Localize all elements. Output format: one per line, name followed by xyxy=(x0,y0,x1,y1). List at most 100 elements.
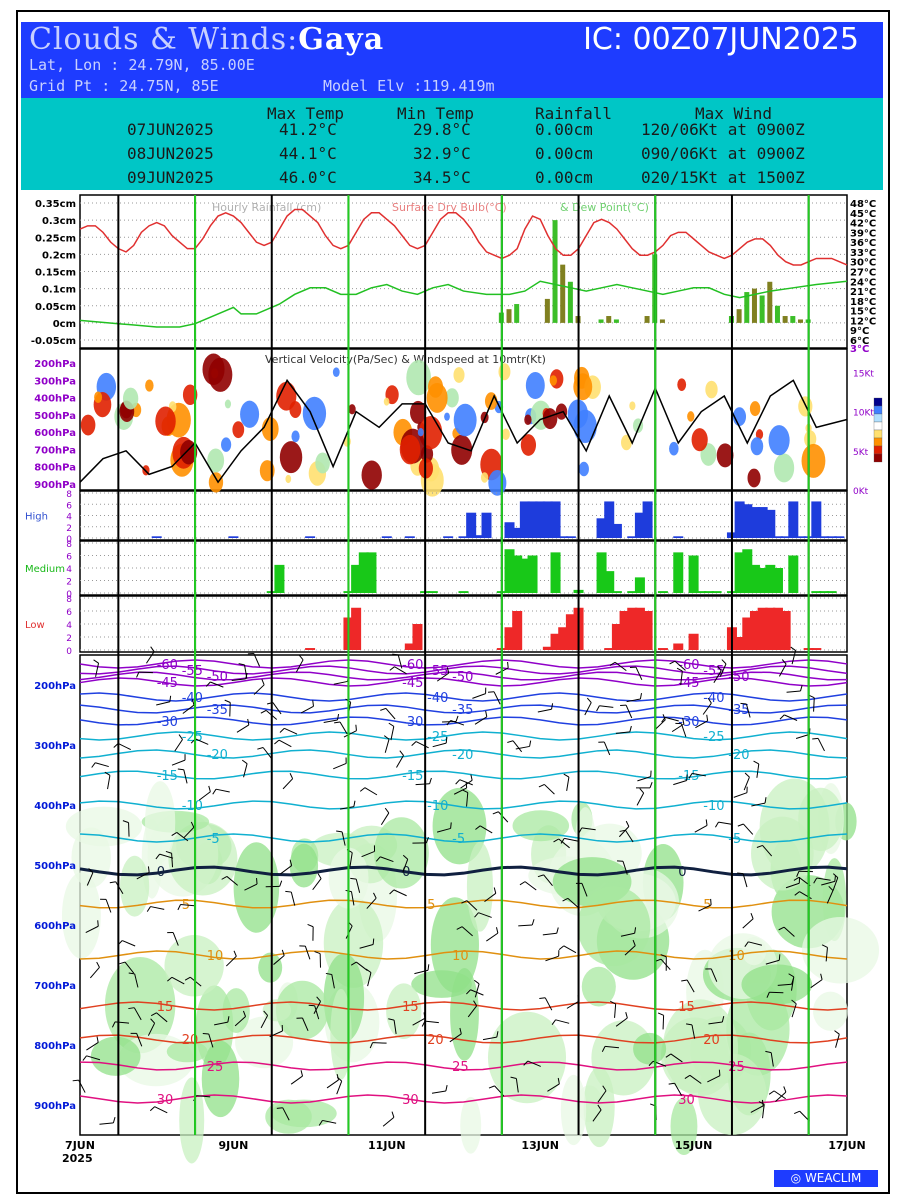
rain-bar xyxy=(774,305,780,323)
high-cloud-bar xyxy=(542,501,553,538)
pressure-tick: 800hPa xyxy=(34,1041,76,1052)
wind-barb xyxy=(234,1016,246,1027)
vv-cell xyxy=(145,379,154,392)
high-cloud-bar xyxy=(826,536,837,538)
wind-barb xyxy=(686,979,695,993)
humidity-patch xyxy=(813,991,848,1031)
wind-barb xyxy=(674,660,686,671)
vv-cell xyxy=(484,392,498,410)
wind-barb-flag xyxy=(257,747,264,750)
rain-axis-tick: 0.25cm xyxy=(35,233,76,244)
wind-barb-flag xyxy=(190,821,195,828)
wind-barb xyxy=(654,719,666,730)
medium-cloud-bar xyxy=(274,564,285,593)
low-cloud-bar xyxy=(604,648,615,650)
wind-barb-flag xyxy=(298,654,304,661)
isotherm-label: -30 xyxy=(157,715,178,730)
wind-barb xyxy=(295,659,304,673)
panel-frame xyxy=(79,540,848,596)
cloud-axis-tick: 2 xyxy=(66,524,72,534)
wind-barb xyxy=(832,877,839,891)
humidity-patch xyxy=(662,999,739,1097)
wind-barb xyxy=(226,876,239,886)
high-cloud-bar xyxy=(780,536,791,538)
wind-barb xyxy=(670,1053,683,1063)
wind-barb xyxy=(719,663,727,677)
isotherm-label: -10 xyxy=(703,799,724,814)
wind-barb-flag xyxy=(445,1085,448,1092)
wind-barb-flag xyxy=(639,788,645,794)
vv-cell xyxy=(410,400,427,424)
cloud-axis-tick: 0 xyxy=(66,535,72,545)
humidity-patch xyxy=(120,855,150,917)
isotherm-line xyxy=(79,1034,848,1044)
date-tick: 11JUN xyxy=(368,1139,406,1152)
wind-barb xyxy=(622,861,628,875)
wind-barb-flag xyxy=(289,773,294,779)
high-cloud-bar xyxy=(788,501,799,538)
temp-axis-tick: 3°C xyxy=(850,344,869,355)
rain-bar xyxy=(644,316,650,323)
page-title: Clouds & Winds:Gaya xyxy=(29,22,385,57)
plot-frame xyxy=(16,10,890,1194)
wind-barb xyxy=(636,792,645,806)
isotherm-label: -30 xyxy=(678,715,699,730)
medium-cloud-bar xyxy=(711,591,722,593)
wind-barb xyxy=(314,1005,320,1020)
wind-barb-flag xyxy=(128,1007,135,1010)
high-cloud-bar xyxy=(381,536,392,538)
wind-barb-flag xyxy=(737,872,744,875)
vv-cell xyxy=(444,412,450,421)
high-cloud-bar xyxy=(795,536,806,538)
wind-barb xyxy=(786,690,801,693)
wind-barb-flag xyxy=(601,1046,606,1052)
high-cloud-bar xyxy=(228,536,239,538)
col-header-rainfall: Rainfall xyxy=(535,104,613,123)
isotherm-label: 10 xyxy=(207,949,224,964)
rain-bar xyxy=(797,319,803,323)
temp-axis-tick: 36°C xyxy=(850,238,876,249)
cloud-axis-tick: 6 xyxy=(66,608,72,618)
wind-barb-flag xyxy=(256,878,258,885)
isotherm-label: 0 xyxy=(157,865,165,880)
cloud-axis-tick: 8 xyxy=(66,595,72,605)
humidity-patch xyxy=(258,952,283,983)
high-cloud-bar xyxy=(596,518,607,538)
wind-barb-flag xyxy=(247,718,250,726)
vv-cell xyxy=(80,414,96,436)
wind-barb-flag xyxy=(96,961,100,968)
wind-barb-flag xyxy=(208,785,211,792)
wind-barb-flag xyxy=(279,727,285,733)
wind-barb-flag xyxy=(639,693,643,700)
wind-barb-flag xyxy=(427,964,430,971)
vv-cell xyxy=(122,387,139,410)
wind-barb-flag xyxy=(665,1053,672,1058)
wind-barb xyxy=(431,1090,446,1094)
vv-cell xyxy=(445,388,459,408)
dewpoint-series-title: & Dew Point(°C) xyxy=(560,201,649,214)
wind-barb-flag xyxy=(495,927,499,934)
vv-cell xyxy=(453,367,465,383)
medium-cloud-bar xyxy=(742,549,753,593)
pressure-tick: 600hPa xyxy=(34,428,76,439)
wind-barb xyxy=(689,1074,702,1084)
wind-barb-flag xyxy=(111,1021,116,1028)
isotherm-label: 20 xyxy=(703,1033,720,1048)
high-cloud-bar xyxy=(734,501,745,538)
wind-barb-flag xyxy=(169,695,172,702)
wind-barb xyxy=(280,865,292,875)
wind-barb-flag xyxy=(165,850,172,854)
wind-barb xyxy=(791,976,795,991)
high-cloud-bar xyxy=(772,536,783,538)
wind-barb-flag xyxy=(429,777,432,784)
medium-cloud-bar xyxy=(519,558,530,593)
isotherm-line xyxy=(79,704,848,714)
wind-barb xyxy=(253,684,265,695)
wind-barb xyxy=(817,738,825,752)
wind-barb-flag xyxy=(783,1086,787,1093)
wind-barb xyxy=(665,716,679,722)
row-max-wind: 120/06Kt at 0900Z xyxy=(641,120,805,139)
humidity-patch xyxy=(633,1032,667,1065)
wind-barb-flag xyxy=(325,972,332,976)
vv-cell xyxy=(332,367,340,378)
